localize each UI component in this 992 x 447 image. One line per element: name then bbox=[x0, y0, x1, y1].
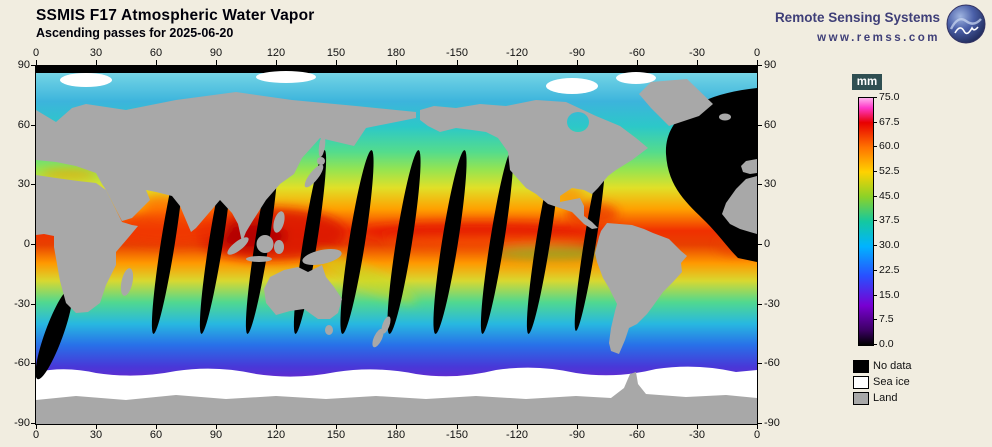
lon-tick-bottom-2: 60 bbox=[136, 425, 176, 441]
lon-tick-bottom-1: 30 bbox=[76, 425, 116, 441]
lat-tick-right-4: -30 bbox=[757, 298, 796, 311]
sea-ice-label: Sea ice bbox=[873, 376, 910, 388]
colorbar-tick-5: 37.5 bbox=[873, 214, 913, 226]
lon-tick-top-3: 90 bbox=[196, 47, 236, 65]
lat-tick-right-0: 90 bbox=[757, 59, 796, 72]
lon-tick-top-5: 150 bbox=[316, 47, 356, 65]
colorbar bbox=[858, 97, 874, 346]
lat-tick-right-3: 0 bbox=[757, 238, 796, 251]
page-title: SSMIS F17 Atmospheric Water Vapor bbox=[36, 7, 315, 24]
colorbar-unit: mm bbox=[852, 74, 882, 90]
lon-tick-top-1: 30 bbox=[76, 47, 116, 65]
lon-tick-bottom-6: 180 bbox=[376, 425, 416, 441]
colorbar-tick-7: 22.5 bbox=[873, 264, 913, 276]
lat-tick-right-2: 30 bbox=[757, 178, 796, 191]
lon-tick-bottom-4: 120 bbox=[256, 425, 296, 441]
lon-tick-bottom-7: -150 bbox=[437, 425, 477, 441]
lon-tick-bottom-11: -30 bbox=[677, 425, 717, 441]
lat-tick-left-5: -60 bbox=[2, 357, 36, 370]
land-swatch bbox=[853, 392, 869, 405]
colorbar-gradient bbox=[859, 98, 873, 345]
lon-tick-bottom-5: 150 bbox=[316, 425, 356, 441]
sea-ice-swatch bbox=[853, 376, 869, 389]
lon-tick-bottom-8: -120 bbox=[497, 425, 537, 441]
lon-tick-top-4: 120 bbox=[256, 47, 296, 65]
land-layer bbox=[36, 79, 757, 424]
lon-tick-bottom-10: -60 bbox=[617, 425, 657, 441]
lon-tick-top-7: -150 bbox=[437, 47, 477, 65]
no-data-swatch bbox=[853, 360, 869, 373]
colorbar-tick-0: 75.0 bbox=[873, 91, 913, 103]
lat-tick-right-1: 60 bbox=[757, 119, 796, 132]
lon-tick-top-6: 180 bbox=[376, 47, 416, 65]
lon-tick-top-0: 0 bbox=[16, 47, 56, 65]
colorbar-tick-1: 67.5 bbox=[873, 116, 913, 128]
lon-tick-bottom-3: 90 bbox=[196, 425, 236, 441]
lon-tick-bottom-0: 0 bbox=[16, 425, 56, 441]
lat-tick-left-0: 90 bbox=[2, 59, 36, 72]
lon-tick-top-2: 60 bbox=[136, 47, 176, 65]
lat-tick-left-3: 0 bbox=[2, 238, 36, 251]
lon-tick-bottom-12: 0 bbox=[737, 425, 777, 441]
colorbar-tick-2: 60.0 bbox=[873, 140, 913, 152]
hudson-bay bbox=[567, 112, 589, 132]
lon-tick-top-12: 0 bbox=[737, 47, 777, 65]
swath-gap bbox=[35, 288, 73, 380]
no-data-label: No data bbox=[873, 360, 912, 372]
brand-name: Remote Sensing Systems bbox=[774, 10, 940, 25]
lat-tick-left-6: -90 bbox=[2, 417, 36, 430]
lat-tick-left-4: -30 bbox=[2, 298, 36, 311]
globe-logo-icon[interactable] bbox=[944, 2, 988, 46]
colorbar-tick-10: 0.0 bbox=[873, 338, 913, 350]
colorbar-tick-6: 30.0 bbox=[873, 239, 913, 251]
lat-tick-right-6: -90 bbox=[757, 417, 796, 430]
lat-tick-right-5: -60 bbox=[757, 357, 796, 370]
colorbar-tick-8: 15.0 bbox=[873, 289, 913, 301]
land-label: Land bbox=[873, 392, 898, 404]
lon-tick-top-8: -120 bbox=[497, 47, 537, 65]
map-canvas bbox=[35, 66, 760, 424]
colorbar-tick-4: 45.0 bbox=[873, 190, 913, 202]
page-subtitle: Ascending passes for 2025-06-20 bbox=[36, 26, 234, 40]
colorbar-tick-3: 52.5 bbox=[873, 165, 913, 177]
lat-tick-left-1: 60 bbox=[2, 119, 36, 132]
colorbar-tick-9: 7.5 bbox=[873, 313, 913, 325]
brand-url-link[interactable]: www.remss.com bbox=[817, 32, 940, 44]
lon-tick-top-11: -30 bbox=[677, 47, 717, 65]
lat-tick-left-2: 30 bbox=[2, 178, 36, 191]
lon-tick-top-10: -60 bbox=[617, 47, 657, 65]
world-map bbox=[35, 65, 760, 425]
lon-tick-top-9: -90 bbox=[557, 47, 597, 65]
lon-tick-bottom-9: -90 bbox=[557, 425, 597, 441]
